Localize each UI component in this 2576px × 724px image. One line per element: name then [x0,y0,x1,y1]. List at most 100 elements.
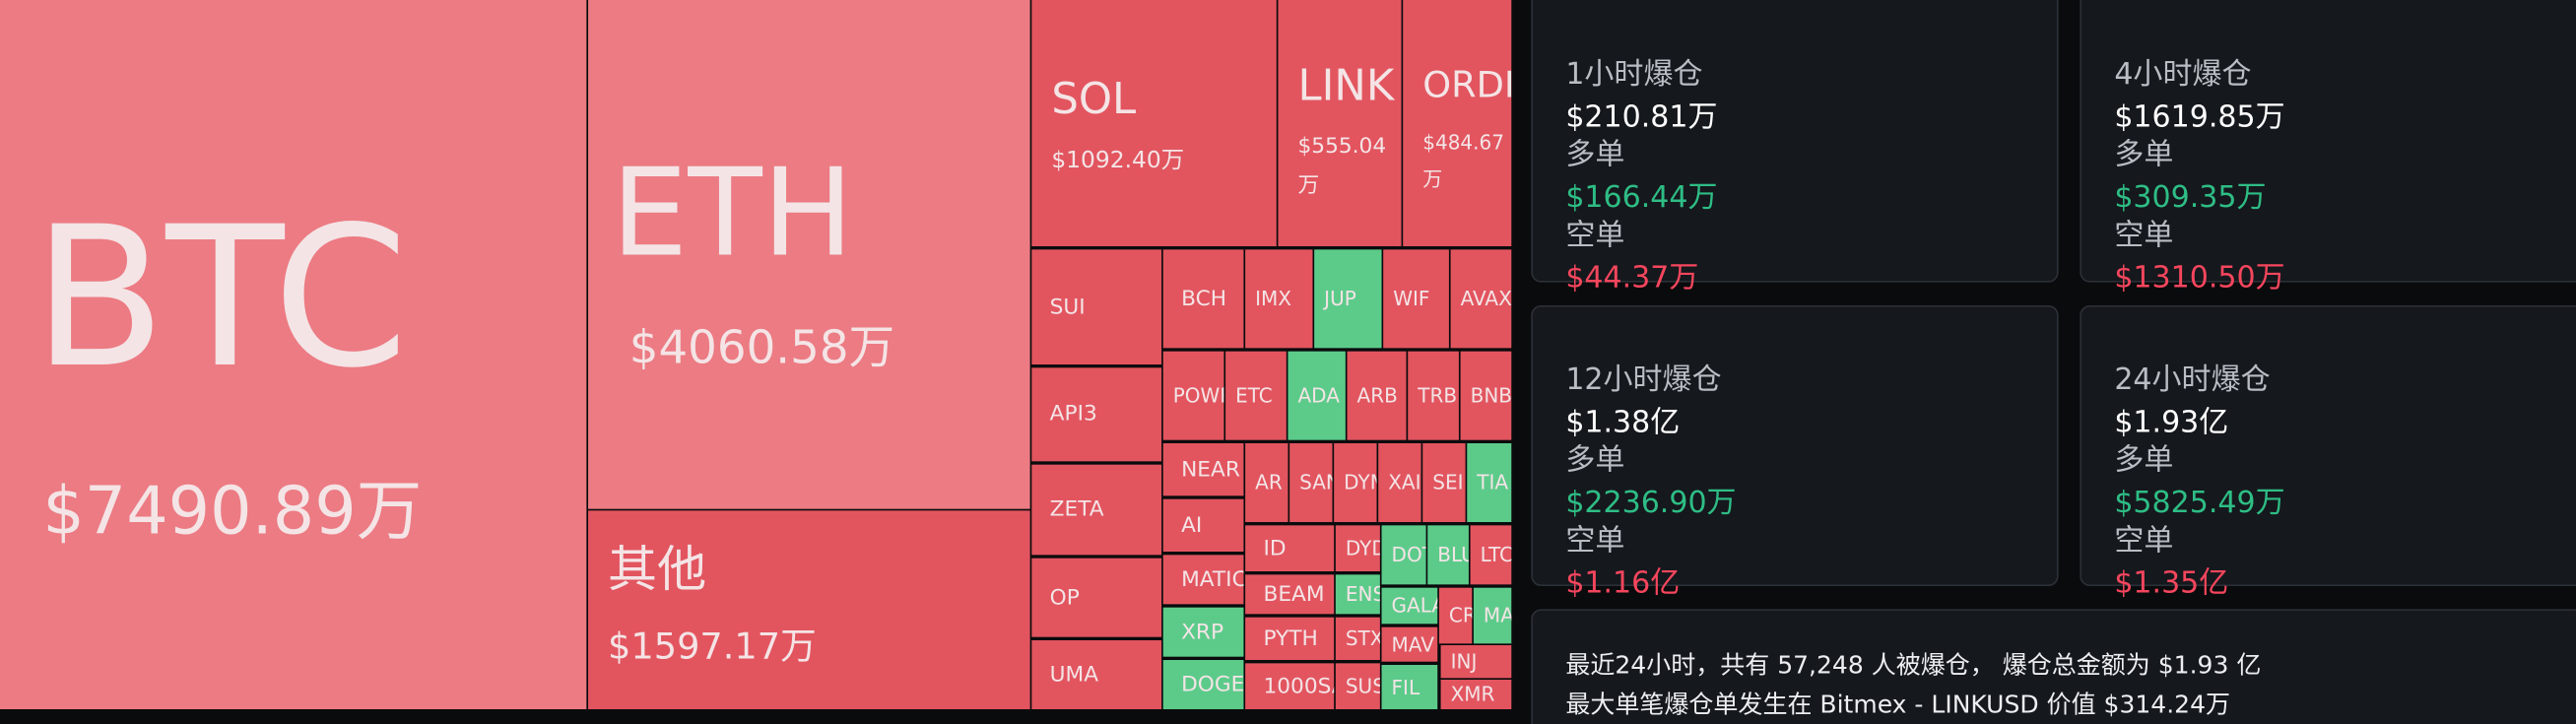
card-row: 空单 $1.16亿 [1565,517,2023,603]
treemap-tile: ADA [1288,351,1346,440]
row-label: 空单 [2114,523,2174,559]
tile-label: GALA [1391,594,1438,618]
treemap-tile: XRP [1162,607,1244,657]
row-label: 1小时爆仓 [1565,57,1703,93]
treemap-tile: 1000SATS [1245,663,1335,710]
treemap-tile: LTC [1470,525,1512,585]
treemap-tile: ZETA [1031,464,1162,556]
tile-label: DYM [1344,471,1376,494]
tile-label: LTC [1480,543,1512,567]
treemap-tile: AR [1245,443,1288,523]
treemap-tile: AVAX [1450,249,1512,349]
tile-label: TRB [1418,384,1458,408]
treemap-tile: DOGE [1162,660,1244,710]
tile-label: WIF [1393,287,1430,311]
stat-card: 4小时爆仓 $1619.85万 多单 $309.35万 空单 $1310.50万 [2080,0,2576,296]
tile-value: $1597.17万 [608,626,817,669]
tile-label: AR [1255,471,1283,494]
row-value: $1.35亿 [2114,566,2229,602]
tile-label: PYTH [1263,625,1318,651]
row-label: 空单 [2114,218,2174,253]
tile-value: $484.67万 [1422,131,1504,191]
tile-label: MAV [1391,632,1434,656]
tile-label: XMR [1450,683,1495,706]
treemap-tile: GALA [1381,587,1438,625]
treemap-tile: ENS [1335,574,1380,615]
tile-label: CRV [1448,604,1472,627]
tile-label: MANA [1483,604,1512,627]
treemap-tile: FIL [1381,665,1438,710]
treemap-tile: DYDX [1335,525,1380,572]
treemap-tile: NEAR [1162,443,1244,496]
treemap-tile: MATIC [1162,555,1244,605]
stat-card: 1小时爆仓 $210.81万 多单 $166.44万 空单 $44.37万 [1531,0,2059,296]
treemap-tile: BCH [1162,249,1244,349]
tile-label: SUI [1049,295,1086,320]
row-label: 多单 [1565,443,1625,479]
tile-label: TIA [1477,471,1509,494]
tile-label: ARB [1356,384,1398,408]
tile-label: BCH [1181,286,1227,311]
card-row: 多单 $5825.49万 [2114,436,2574,522]
treemap-tile: ARB [1347,351,1407,440]
tile-label: DOGE [1181,672,1244,697]
treemap-tile: 其他 $1597.17万 [588,510,1030,710]
treemap-tile: CRV [1438,587,1473,644]
tile-value: $555.04万 [1297,134,1387,199]
tile-label: JUP [1324,287,1356,311]
treemap-tile: XMR [1440,680,1512,710]
treemap-tile: ORDI $484.67万 [1403,0,1512,247]
card-row: 多单 $2236.90万 [1565,436,2023,522]
tile-label: BLUR [1437,543,1469,567]
treemap-tile: WIF [1383,249,1449,349]
card-row: 12小时爆仓 $1.38亿 [1565,357,2023,442]
treemap-tile: SUSHI [1335,663,1380,710]
card-row: 24小时爆仓 $1.93亿 [2114,357,2574,442]
tile-label: INJ [1450,650,1478,674]
row-value: $44.37万 [1565,261,1699,296]
row-label: 多单 [2114,443,2174,479]
tile-label: AI [1181,512,1203,538]
tile-value: $7490.89万 [42,474,423,551]
row-label: 4小时爆仓 [2114,57,2252,93]
row-label: 24小时爆仓 [2114,362,2271,398]
row-label: 多单 [1565,138,1625,173]
card-row: 多单 $166.44万 [1565,131,2023,217]
treemap-tile: ETC [1225,351,1287,440]
tile-value: $4060.58万 [628,320,895,375]
tile-label: XAI [1388,471,1421,494]
tile-label: BEAM [1263,581,1325,607]
tile-label: 其他 [608,542,707,600]
treemap-tile: INJ [1440,645,1512,679]
row-value: $1.38亿 [1565,405,1681,440]
card-row: 空单 $1.35亿 [2114,517,2574,603]
tile-label: API3 [1049,402,1097,428]
card-row: 4小时爆仓 $1619.85万 [2114,51,2574,137]
row-value: $309.35万 [2114,180,2267,216]
treemap-tile: AI [1162,498,1244,553]
row-value: $5825.49万 [2114,486,2285,521]
tile-label: ETC [1235,384,1273,408]
stat-card: 12小时爆仓 $1.38亿 多单 $2236.90万 空单 $1.16亿 [1531,305,2059,601]
treemap-tile: IMX [1245,249,1313,349]
tile-label: ENS [1345,582,1380,607]
summary-card [1531,609,2576,724]
card-row: 空单 $44.37万 [1565,212,2023,297]
row-value: $1310.50万 [2114,261,2285,296]
row-value: $1.93亿 [2114,405,2229,440]
stat-card: 24小时爆仓 $1.93亿 多单 $5825.49万 空单 $1.35亿 [2080,305,2576,601]
tile-label: DOT [1391,543,1426,567]
card-row: 空单 $1310.50万 [2114,212,2574,297]
tile-label: BTC [33,183,409,411]
row-label: 空单 [1565,523,1625,559]
treemap-tile: SOL $1092.40万 [1031,0,1277,247]
treemap-tile: BTC $7490.89万 [0,0,587,710]
treemap-tile: STX [1335,617,1380,661]
treemap-tile: BLUR [1427,525,1469,585]
treemap-tile: API3 [1031,367,1162,462]
tile-label: BNB [1470,384,1512,408]
card-row: 多单 $309.35万 [2114,131,2574,217]
tile-label: ORDI [1422,65,1512,107]
tile-value: $1092.40万 [1051,148,1185,174]
